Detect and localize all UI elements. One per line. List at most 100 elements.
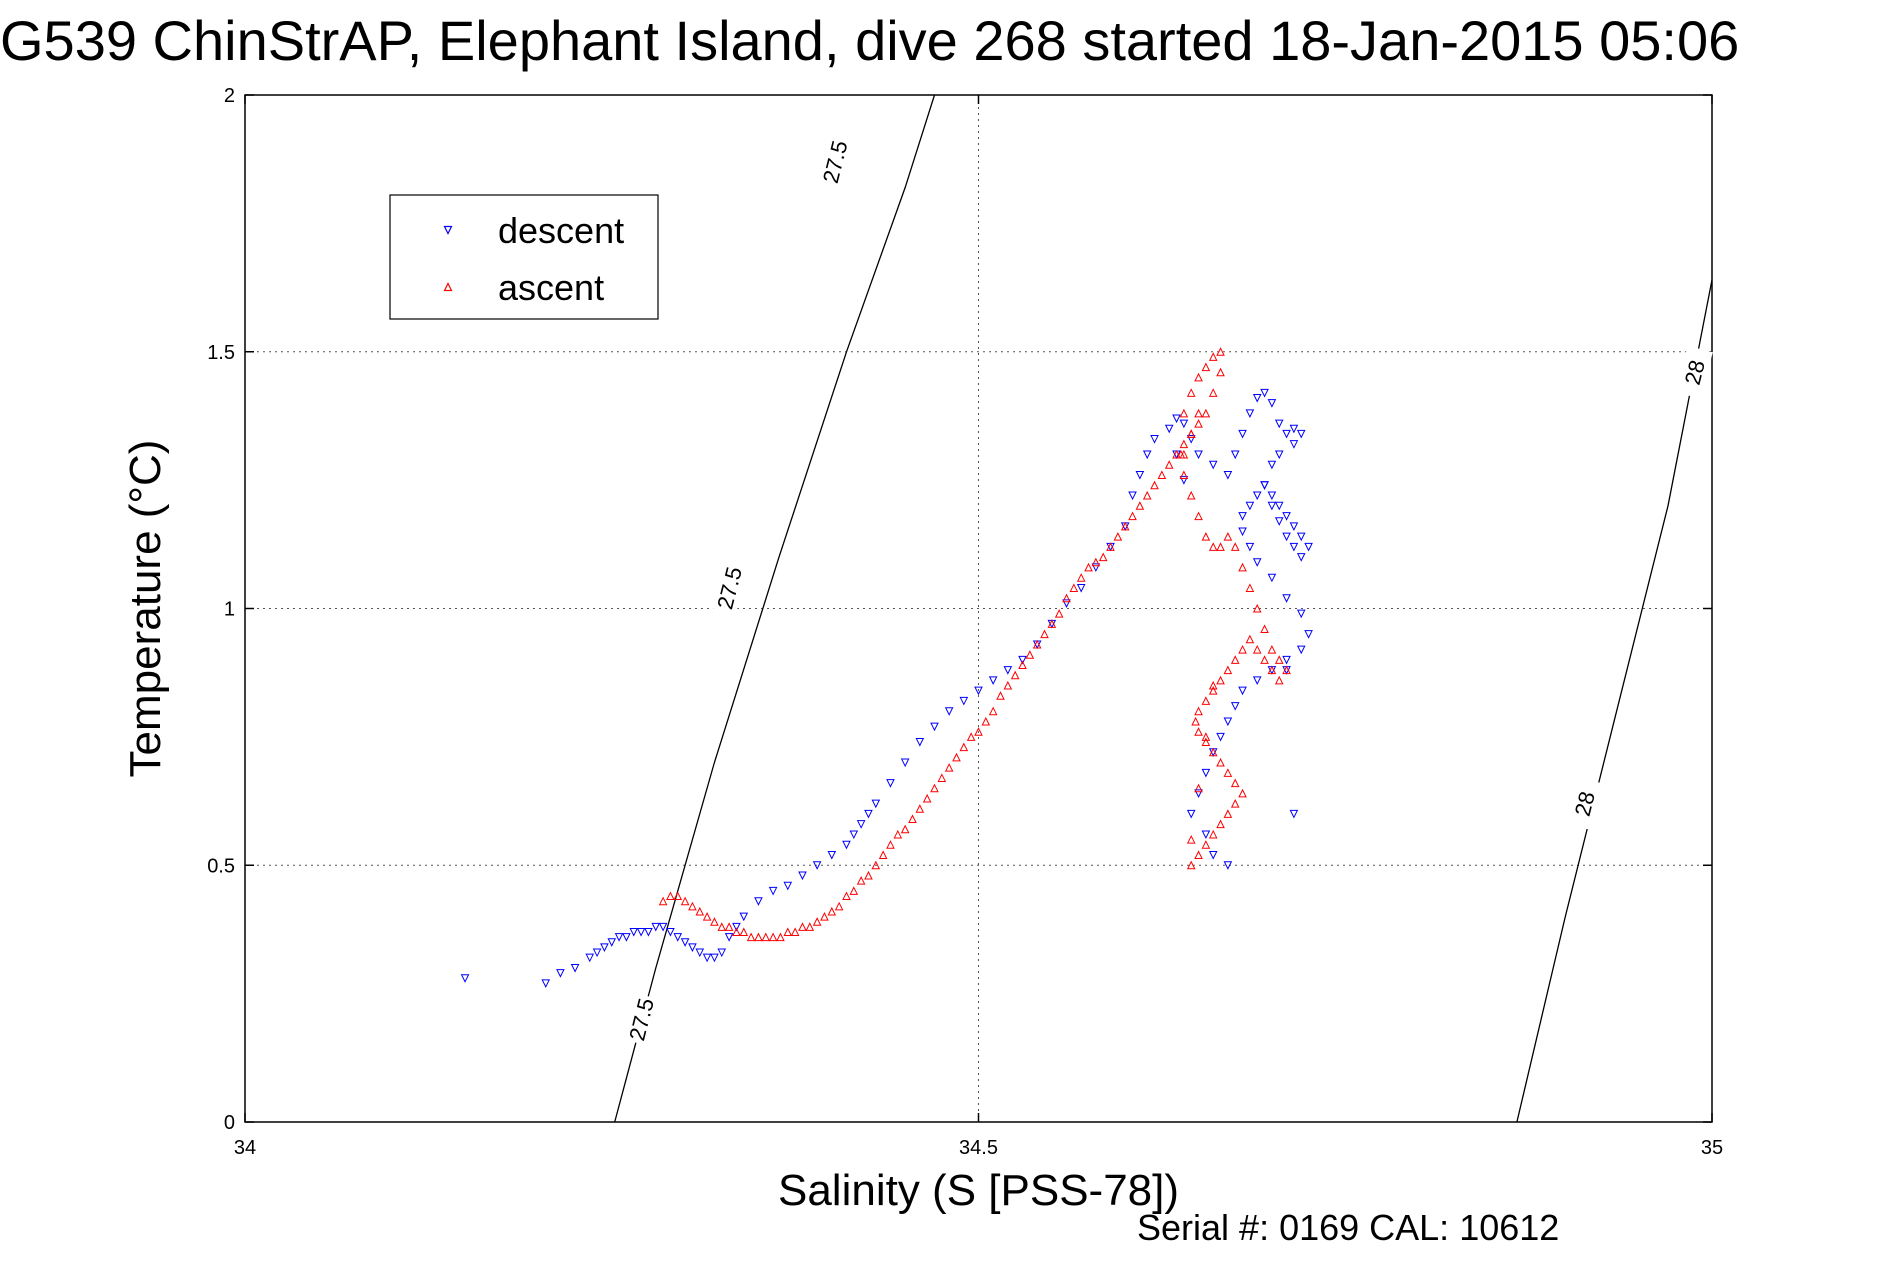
ascent-point [1223,531,1233,541]
ascent-point [864,870,873,880]
descent-point [1238,527,1247,537]
ascent-point [834,901,844,911]
ascent-point [776,932,785,942]
ascent-point [886,840,895,849]
descent-point [1274,450,1284,460]
descent-point [783,881,793,891]
descent-point [1267,460,1277,470]
descent-point [1245,542,1255,552]
descent-point [600,943,609,953]
ascent-point [1230,778,1240,788]
ascent-point [1113,531,1123,541]
ascent-point [1245,583,1255,592]
descent-point [1289,440,1299,449]
y-axis-label: Temperature (°C) [121,440,170,778]
descent-point [702,953,712,963]
ascent-point [820,911,829,921]
descent-point [1296,429,1306,439]
descent-point [556,969,565,978]
ascent-point [783,927,793,937]
x-tick-label: 34.5 [959,1137,998,1159]
descent-point [1238,429,1247,439]
ascent-point [1194,706,1203,716]
ascent-point [1223,809,1233,818]
ascent-point [1150,480,1159,490]
ascent-point [1208,680,1218,690]
ascent-point [1179,408,1189,418]
descent-point [688,943,697,953]
ascent-point [1216,675,1225,685]
ascent-point [1208,747,1218,757]
descent-point [1289,522,1299,531]
ascent-point [1018,660,1027,669]
descent-point [1238,686,1247,696]
ascent-point [768,932,778,942]
ascent-point [1106,542,1115,551]
ascent-point [680,896,690,906]
ascent-point [702,911,712,921]
descent-point [1245,501,1255,511]
legend-marker-ascent [443,282,453,292]
descent-point [1216,732,1225,742]
ascent-point [1186,834,1196,844]
descent-point [944,707,954,716]
ascent-point [724,922,734,931]
ascent-point [959,742,969,752]
ascent-point [981,716,991,726]
ascent-point [666,891,675,901]
descent-point [1208,460,1218,470]
descent-point [1186,435,1196,444]
descent-point [1201,830,1211,840]
descent-point [1245,409,1255,418]
descent-point [1230,702,1240,711]
ascent-point [717,922,727,931]
ascent-point [1194,783,1203,793]
y-tick-label: 0 [224,1112,235,1134]
contour-line-27-5 [614,94,936,1123]
ascent-point [1223,768,1233,777]
descent-point [680,938,690,947]
ascent-point [1230,542,1240,551]
ascent-point [1179,449,1189,459]
descent-point [585,953,595,963]
ascent-point [754,932,763,942]
ascent-point [908,814,917,824]
descent-point [724,933,734,942]
descent-point [1128,491,1137,501]
ascent-point [856,876,866,885]
ascent-point [1208,829,1218,839]
contour-label-bg [1675,345,1713,399]
ascent-point [1194,419,1203,428]
ascent-point [1194,850,1203,859]
descent-point [1223,717,1233,727]
descent-point [1304,542,1313,552]
descent-point [1289,424,1299,434]
descent-point [1186,809,1196,819]
legend-label-ascent: ascent [498,267,604,308]
y-tick-label: 0.5 [207,855,235,877]
ascent-point [1098,552,1108,562]
descent-point [1274,501,1284,511]
ascent-point [761,932,771,942]
ascent-point [1191,716,1200,726]
ascent-point [1208,388,1218,397]
descent-point [1223,861,1233,870]
ascent-point [1120,521,1130,531]
ascent-point [1010,670,1020,680]
descent-point [768,886,778,896]
descent-point [812,861,822,870]
descent-point [1282,594,1291,603]
ascent-point [1186,860,1196,870]
descent-point [1282,512,1291,521]
descent-point [849,830,859,840]
legend: descent ascent [389,194,659,320]
ascent-point [1274,675,1284,685]
ascent-point [1142,490,1152,500]
descent-point [1135,470,1145,480]
ascent-point [1194,372,1203,382]
ascent-point [1201,696,1211,705]
ascent-point [1201,840,1211,849]
descent-point [842,840,851,850]
descent-point [1179,419,1189,429]
